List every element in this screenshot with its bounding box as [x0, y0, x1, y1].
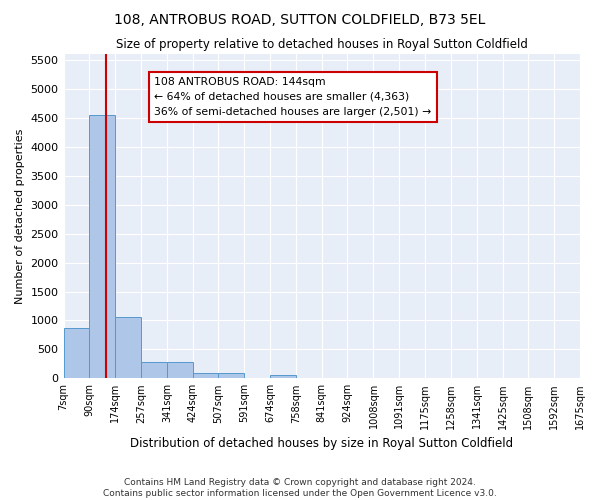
Bar [167, 362, 193, 378]
X-axis label: Distribution of detached houses by size in Royal Sutton Coldfield: Distribution of detached houses by size … [130, 437, 514, 450]
Text: Contains HM Land Registry data © Crown copyright and database right 2024.
Contai: Contains HM Land Registry data © Crown c… [103, 478, 497, 498]
Bar [270, 374, 296, 378]
Text: 108 ANTROBUS ROAD: 144sqm
← 64% of detached houses are smaller (4,363)
36% of se: 108 ANTROBUS ROAD: 144sqm ← 64% of detac… [154, 77, 431, 116]
Bar [141, 362, 167, 378]
Text: 108, ANTROBUS ROAD, SUTTON COLDFIELD, B73 5EL: 108, ANTROBUS ROAD, SUTTON COLDFIELD, B7… [115, 12, 485, 26]
Bar [218, 373, 244, 378]
Y-axis label: Number of detached properties: Number of detached properties [15, 128, 25, 304]
Bar [193, 373, 218, 378]
Title: Size of property relative to detached houses in Royal Sutton Coldfield: Size of property relative to detached ho… [116, 38, 528, 51]
Bar [89, 114, 115, 378]
Bar [64, 328, 89, 378]
Bar [115, 317, 141, 378]
